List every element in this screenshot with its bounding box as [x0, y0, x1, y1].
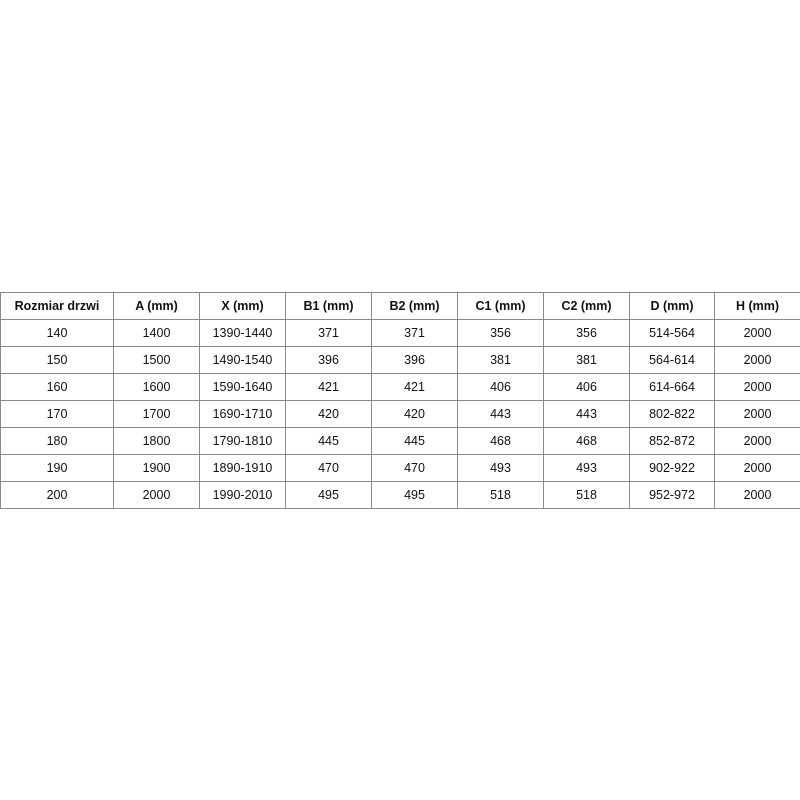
table-cell: 2000 — [714, 319, 800, 347]
table-cell: 406 — [543, 373, 630, 401]
table-cell: 1890-1910 — [199, 454, 286, 482]
table-cell: 1700 — [113, 400, 200, 428]
table-cell: 445 — [285, 427, 372, 455]
table-cell: 371 — [371, 319, 458, 347]
table-cell: 443 — [457, 400, 544, 428]
table-cell: 470 — [371, 454, 458, 482]
table-cell: 1900 — [113, 454, 200, 482]
table-cell: 420 — [371, 400, 458, 428]
table-cell: 495 — [371, 481, 458, 509]
column-header: D (mm) — [629, 292, 715, 320]
column-header: B1 (mm) — [285, 292, 372, 320]
table-cell: 381 — [457, 346, 544, 374]
table-cell: 2000 — [714, 346, 800, 374]
table-cell: 468 — [457, 427, 544, 455]
table-cell: 2000 — [714, 454, 800, 482]
table-cell: 381 — [543, 346, 630, 374]
table-cell: 2000 — [714, 400, 800, 428]
table-cell: 518 — [457, 481, 544, 509]
table-cell: 356 — [543, 319, 630, 347]
table-cell: 1500 — [113, 346, 200, 374]
table-cell: 1600 — [113, 373, 200, 401]
table-cell: 902-922 — [629, 454, 715, 482]
column-header: C2 (mm) — [543, 292, 630, 320]
table-cell: 356 — [457, 319, 544, 347]
table-row: 150 1500 1490-1540 396 396 381 381 564-614 2000 — [0, 346, 800, 374]
table-cell: 495 — [285, 481, 372, 509]
table-cell: 468 — [543, 427, 630, 455]
table-cell: 396 — [285, 346, 372, 374]
column-header: A (mm) — [113, 292, 200, 320]
table-cell: 1990-2010 — [199, 481, 286, 509]
column-header: H (mm) — [714, 292, 800, 320]
table-row: 190 1900 1890-1910 470 470 493 493 902-922 2000 — [0, 454, 800, 482]
table-row: 200 2000 1990-2010 495 495 518 518 952-972 2000 — [0, 481, 800, 509]
table-cell: 493 — [543, 454, 630, 482]
table-cell: 518 — [543, 481, 630, 509]
table-cell: 420 — [285, 400, 372, 428]
column-header: B2 (mm) — [371, 292, 458, 320]
table-cell: 1790-1810 — [199, 427, 286, 455]
table-cell: 160 — [0, 373, 114, 401]
table-row: 140 1400 1390-1440 371 371 356 356 514-564 2000 — [0, 319, 800, 347]
table-cell: 170 — [0, 400, 114, 428]
table-cell: 1490-1540 — [199, 346, 286, 374]
table-cell: 443 — [543, 400, 630, 428]
table-cell: 421 — [285, 373, 372, 401]
table-row: 180 1800 1790-1810 445 445 468 468 852-872 2000 — [0, 427, 800, 455]
table-cell: 952-972 — [629, 481, 715, 509]
header-row: Rozmiar drzwi A (mm) X (mm) B1 (mm) B2 (mm) C… — [0, 292, 800, 320]
table-cell: 180 — [0, 427, 114, 455]
table-cell: 445 — [371, 427, 458, 455]
table-cell: 614-664 — [629, 373, 715, 401]
table-cell: 421 — [371, 373, 458, 401]
table-cell: 2000 — [113, 481, 200, 509]
table-cell: 1800 — [113, 427, 200, 455]
dimensions-table: Rozmiar drzwi A (mm) X (mm) B1 (mm) B2 (mm) C… — [0, 292, 800, 509]
table-row: 170 1700 1690-1710 420 420 443 443 802-822 2000 — [0, 400, 800, 428]
table-cell: 802-822 — [629, 400, 715, 428]
table-cell: 2000 — [714, 373, 800, 401]
table-cell: 396 — [371, 346, 458, 374]
table-cell: 1400 — [113, 319, 200, 347]
table-cell: 1590-1640 — [199, 373, 286, 401]
table-cell: 493 — [457, 454, 544, 482]
table-cell: 1390-1440 — [199, 319, 286, 347]
table-cell: 1690-1710 — [199, 400, 286, 428]
table-cell: 514-564 — [629, 319, 715, 347]
column-header: C1 (mm) — [457, 292, 544, 320]
table-cell: 2000 — [714, 427, 800, 455]
table-cell: 564-614 — [629, 346, 715, 374]
table-cell: 150 — [0, 346, 114, 374]
table-cell: 2000 — [714, 481, 800, 509]
table-cell: 852-872 — [629, 427, 715, 455]
table-cell: 371 — [285, 319, 372, 347]
table-cell: 190 — [0, 454, 114, 482]
table-row: 160 1600 1590-1640 421 421 406 406 614-664 2000 — [0, 373, 800, 401]
table-cell: 200 — [0, 481, 114, 509]
table-cell: 470 — [285, 454, 372, 482]
column-header: Rozmiar drzwi — [0, 292, 114, 320]
column-header: X (mm) — [199, 292, 286, 320]
table-cell: 140 — [0, 319, 114, 347]
table-cell: 406 — [457, 373, 544, 401]
